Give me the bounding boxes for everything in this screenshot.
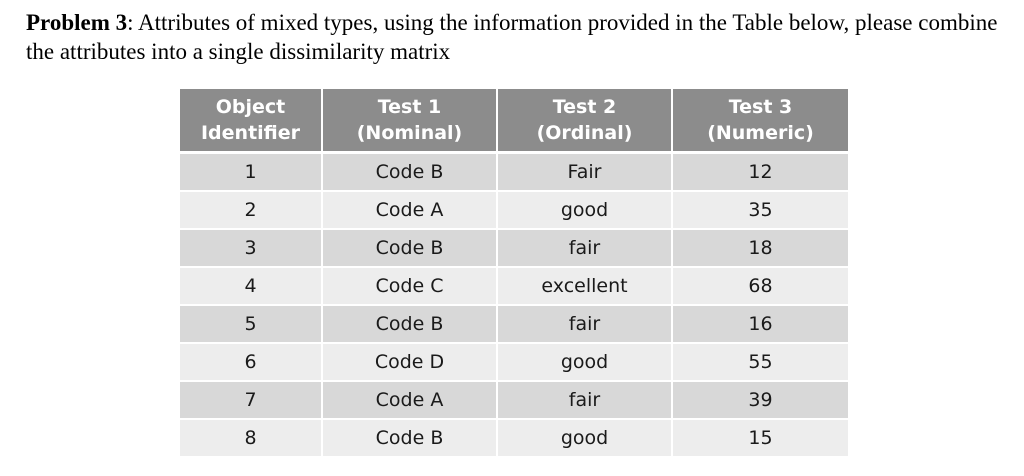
table-row: 2 Code A good 35 [180,191,848,230]
cell-object-id: 5 [180,305,323,344]
header-test-1: Test 1 (Nominal) [322,89,498,154]
cell-test-1: Code A [322,381,498,420]
problem-label: Problem 3 [26,10,128,35]
cell-test-3: 16 [672,305,848,344]
cell-test-3: 12 [672,152,848,192]
table-row: 7 Code A fair 39 [180,381,848,420]
table-body: 1 Code B Fair 12 2 Code A good 35 3 Code… [180,152,848,458]
table-row: 1 Code B Fair 12 [180,152,848,192]
cell-test-2: good [497,419,673,458]
cell-object-id: 1 [180,152,323,192]
cell-test-1: Code B [322,229,498,268]
cell-object-id: 2 [180,191,323,230]
table-row: 5 Code B fair 16 [180,305,848,344]
header-test-2: Test 2 (Ordinal) [497,89,673,154]
mixed-attributes-table: Object Identifier Test 1 (Nominal) Test 2(… [180,89,848,458]
cell-test-3: 55 [672,343,848,382]
table-row: 8 Code B good 15 [180,419,848,458]
cell-object-id: 3 [180,229,323,268]
table-row: 3 Code B fair 18 [180,229,848,268]
cell-object-id: 7 [180,381,323,420]
table-row: 6 Code D good 55 [180,343,848,382]
cell-test-3: 39 [672,381,848,420]
problem-text: : Attributes of mixed types, using the i… [26,10,998,64]
header-row: Object Identifier Test 1 (Nominal) Test 2(… [180,89,848,154]
cell-object-id: 4 [180,267,323,306]
cell-test-3: 68 [672,267,848,306]
cell-test-2: good [497,343,673,382]
cell-test-1: Code D [322,343,498,382]
table-row: 4 Code C excellent 68 [180,267,848,306]
cell-test-3: 15 [672,419,848,458]
cell-test-2: Fair [497,152,673,192]
header-object-identifier: Object Identifier [180,89,323,154]
cell-test-1: Code B [322,305,498,344]
cell-test-2: fair [497,381,673,420]
cell-test-3: 35 [672,191,848,230]
cell-test-1: Code A [322,191,498,230]
cell-test-2: good [497,191,673,230]
cell-object-id: 6 [180,343,323,382]
table-header: Object Identifier Test 1 (Nominal) Test 2(… [180,89,848,154]
cell-object-id: 8 [180,419,323,458]
problem-statement: Problem 3: Attributes of mixed types, us… [26,8,1006,66]
cell-test-1: Code B [322,152,498,192]
cell-test-2: fair [497,229,673,268]
cell-test-1: Code C [322,267,498,306]
cell-test-1: Code B [322,419,498,458]
cell-test-2: excellent [497,267,673,306]
cell-test-3: 18 [672,229,848,268]
cell-test-2: fair [497,305,673,344]
header-test-3: Test 3 (Numeric) [672,89,848,154]
